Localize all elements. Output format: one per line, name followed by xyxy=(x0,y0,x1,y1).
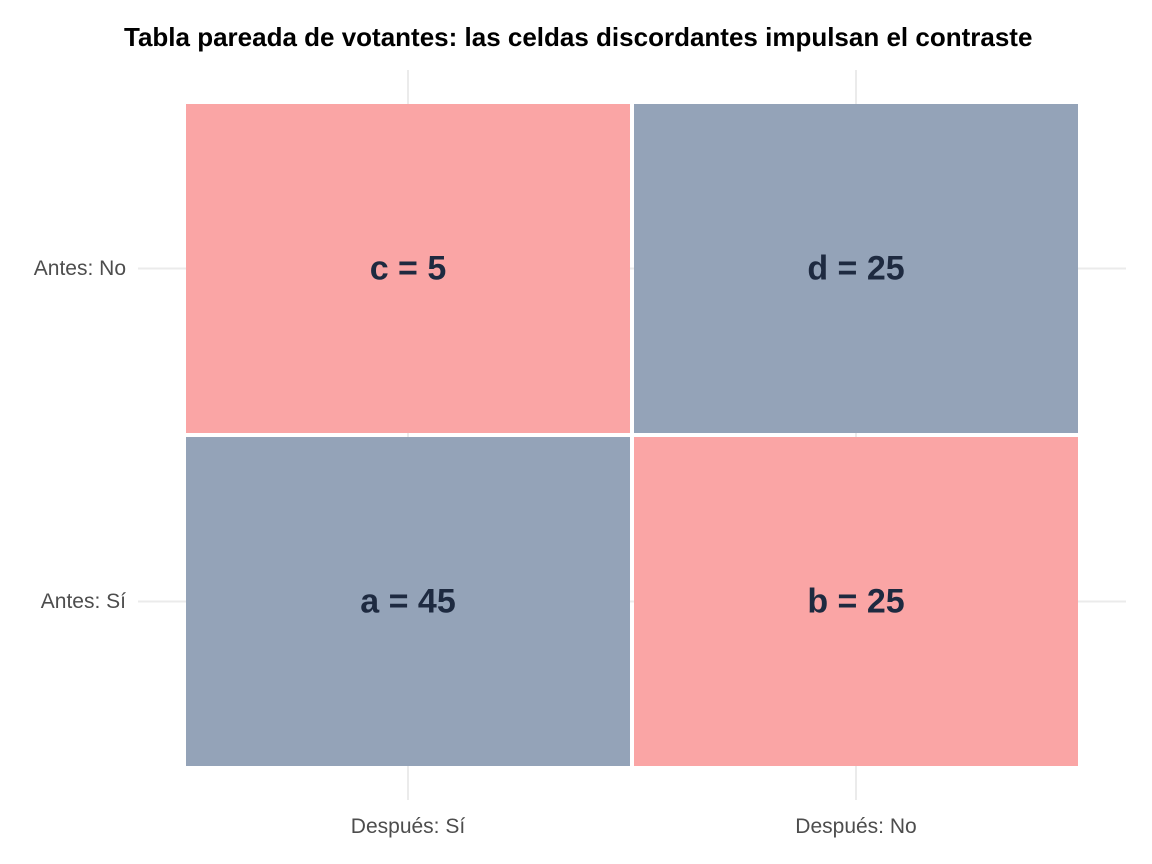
cell-labels: c = 5 d = 25 a = 45 b = 25 xyxy=(360,250,904,621)
cell-value-label: d = 25 xyxy=(807,250,904,288)
x-tick-label: Después: Sí xyxy=(351,815,466,838)
heatmap-cells xyxy=(186,104,1078,766)
heatmap-cell xyxy=(186,104,630,433)
heatmap-cell xyxy=(634,104,1078,433)
cell-value-label: a = 45 xyxy=(360,583,455,621)
cell-value-label: c = 5 xyxy=(370,250,447,288)
heatmap-cell xyxy=(634,437,1078,766)
chart-title: Tabla pareada de votantes: las celdas di… xyxy=(124,22,1033,52)
y-tick-label: Antes: No xyxy=(34,257,126,280)
axis-tick-labels: Después: Sí Después: No Antes: Sí Antes: No xyxy=(34,257,917,838)
cell-value-label: b = 25 xyxy=(807,583,904,621)
y-tick-label: Antes: Sí xyxy=(41,590,126,613)
heatmap-cell xyxy=(186,437,630,766)
x-tick-label: Después: No xyxy=(795,815,916,838)
